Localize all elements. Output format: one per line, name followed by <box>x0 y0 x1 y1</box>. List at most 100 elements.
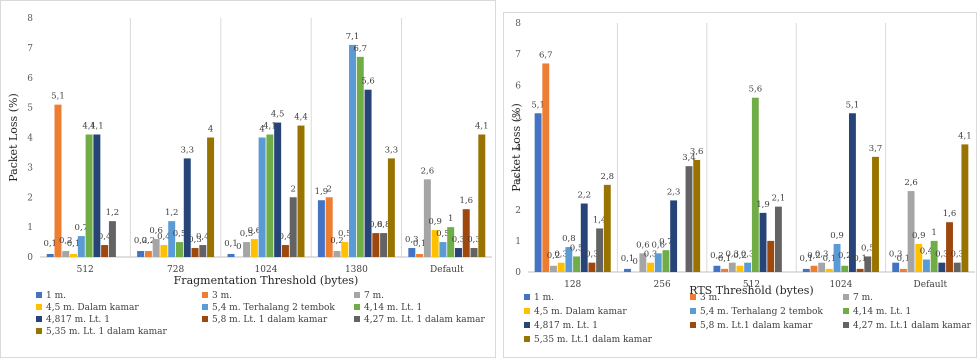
data-label: 2 <box>290 184 295 194</box>
bar <box>431 230 439 257</box>
x-tick-label: Default <box>430 265 464 275</box>
bar <box>596 228 604 272</box>
data-label: 1,6 <box>943 209 957 219</box>
bar <box>774 206 782 272</box>
legend-swatch <box>524 322 530 328</box>
legend-label: 4,817 m. Lt. 1 <box>46 315 110 325</box>
legend-label: 5,35 m. Lt.1 dalam kamar <box>534 335 653 345</box>
y-axis-title: Packet Loss (%) <box>510 103 523 191</box>
x-tick-label: Default <box>914 280 948 290</box>
data-label: 0,1 <box>718 254 732 264</box>
x-tick-label: 128 <box>564 280 581 290</box>
data-label: 4 <box>208 125 213 135</box>
bar <box>349 44 356 258</box>
data-label: 0,2 <box>733 251 747 261</box>
data-label: 0,4 <box>196 232 210 242</box>
data-label: 0,1 <box>224 239 238 249</box>
bar <box>281 245 289 257</box>
y-tick-label: 2 <box>27 193 33 203</box>
data-label: 4,1 <box>475 122 489 132</box>
y-tick-label: 7 <box>27 44 33 54</box>
data-label: 3,7 <box>869 144 883 154</box>
data-label: 0,1 <box>621 254 635 264</box>
bar <box>423 179 431 257</box>
x-axis-title: Fragmentation Threshold (bytes) <box>174 274 359 287</box>
data-label: 0,1 <box>853 254 867 264</box>
data-label: 0,2 <box>547 251 561 261</box>
bar <box>266 134 274 257</box>
bar <box>767 240 775 272</box>
bar <box>101 245 109 257</box>
data-label: 5,6 <box>749 85 763 95</box>
x-tick-label: 1024 <box>829 280 852 290</box>
data-label: 0,4 <box>279 232 293 242</box>
y-tick-label: 5 <box>27 104 33 114</box>
bar <box>325 197 333 257</box>
data-label: 0,3 <box>188 235 202 245</box>
bar <box>654 253 662 272</box>
legend-swatch <box>354 316 360 322</box>
legend-swatch <box>202 304 208 310</box>
bar <box>580 203 588 272</box>
legend-label: 5,8 m. Lt. 1 dalam kamar <box>212 315 328 325</box>
bar <box>46 254 54 257</box>
bar <box>333 251 341 257</box>
data-label: 0,1 <box>897 254 911 264</box>
legend-label: 5,4 m. Terhalang 2 tembok <box>700 307 823 317</box>
legend-label: 4,27 m. Lt.1 dalam kamar <box>853 321 972 331</box>
bar <box>639 253 647 272</box>
y-tick-label: 3 <box>515 175 521 185</box>
data-label: 0,3 <box>889 250 903 260</box>
bar <box>176 242 183 257</box>
legend-swatch <box>354 292 360 298</box>
data-label: 0 <box>236 242 241 252</box>
legend-swatch <box>36 304 42 310</box>
x-tick-label: 1024 <box>255 265 278 275</box>
bar <box>462 209 470 257</box>
legend-swatch <box>843 294 849 300</box>
legend-swatch <box>843 308 849 314</box>
data-label: 0,3 <box>405 235 419 245</box>
data-label: 0,3 <box>554 250 568 260</box>
bar <box>588 262 596 272</box>
data-label: 0,5 <box>436 229 450 239</box>
bar <box>85 134 93 257</box>
legend-label: 4,817 m. Lt. 1 <box>534 321 598 331</box>
bar <box>250 239 258 257</box>
data-label: 3,6 <box>690 147 704 157</box>
bar <box>258 137 266 257</box>
data-label: 0,3 <box>452 235 466 245</box>
bar <box>168 221 176 257</box>
bar <box>833 243 841 272</box>
x-tick-label: 512 <box>77 265 94 275</box>
data-label: 4,4 <box>294 113 308 123</box>
legend-label: 5,4 m. Terhalang 2 tembok <box>212 303 335 313</box>
bar <box>915 243 923 272</box>
legend-swatch <box>36 292 42 298</box>
data-label: 4,1 <box>958 131 972 141</box>
bar <box>938 262 946 272</box>
bar <box>243 242 251 257</box>
data-label: 4,1 <box>90 122 104 132</box>
y-tick-label: 6 <box>515 81 521 91</box>
data-label: 0,1 <box>67 239 81 249</box>
legend-label: 3 m. <box>212 291 232 301</box>
bar <box>685 166 693 272</box>
legend-label: 5,35 m. Lt. 1 dalam kamar <box>46 327 168 337</box>
bar <box>751 97 759 272</box>
data-label: 1,2 <box>106 208 120 218</box>
bar <box>825 268 833 272</box>
x-tick-label: 728 <box>167 265 184 275</box>
bar <box>387 158 395 257</box>
bar <box>364 89 372 257</box>
data-label: 1,9 <box>756 200 770 210</box>
data-label: 0,2 <box>59 236 73 246</box>
data-label: 0,5 <box>570 243 584 253</box>
bar <box>108 221 116 257</box>
bar <box>953 262 961 272</box>
y-tick-label: 0 <box>27 253 33 263</box>
data-label: 2,8 <box>601 172 615 182</box>
legend-label: 5,8 m. Lt.1 dalam kamar <box>700 321 813 331</box>
data-label: 5,6 <box>361 77 375 87</box>
